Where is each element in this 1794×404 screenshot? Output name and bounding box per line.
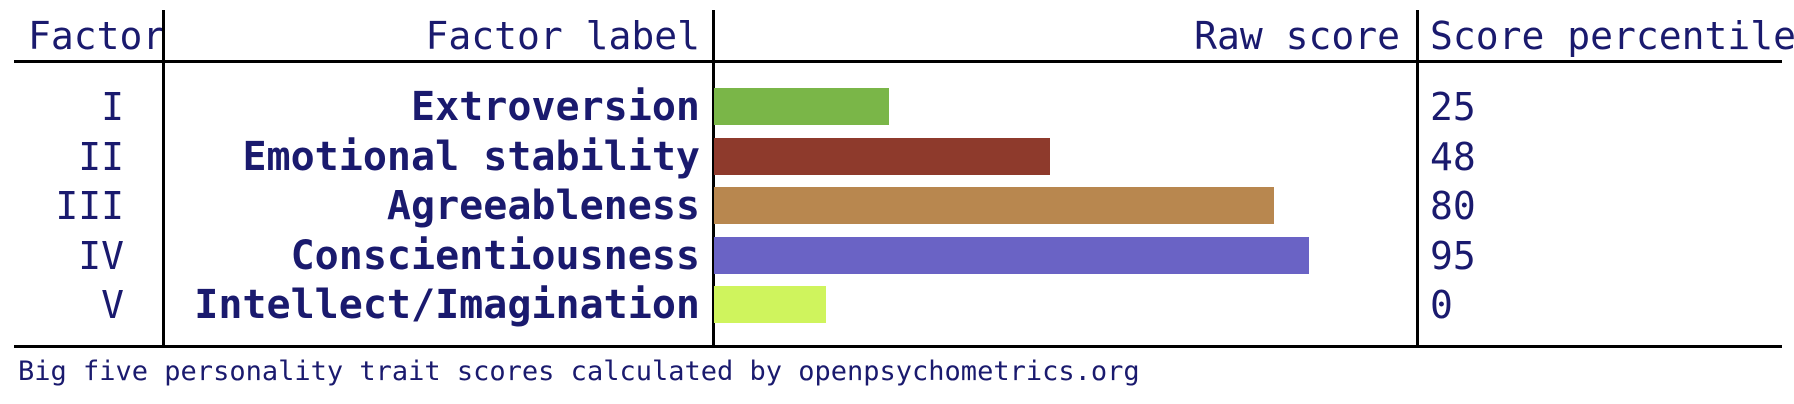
factor-numeral-3: III	[55, 184, 124, 228]
score-percentile-1: 25	[1430, 85, 1476, 129]
raw-score-bar-1	[714, 88, 889, 125]
factor-numeral-4: IV	[78, 233, 124, 278]
score-percentile-3: 80	[1430, 184, 1476, 228]
header-score-percentile: Score percentile	[1430, 14, 1794, 58]
raw-score-bar-2	[714, 137, 1050, 175]
factor-numeral-1: I	[101, 85, 124, 129]
factor-label-4: Conscientiousness	[290, 232, 700, 279]
header-factor: Factor	[28, 14, 166, 58]
header-raw-score: Raw score	[1194, 14, 1400, 58]
score-percentile-2: 48	[1430, 134, 1476, 179]
score-percentile-5: 0	[1430, 283, 1453, 327]
raw-score-bar-5	[714, 286, 826, 323]
factor-label-2: Emotional stability	[242, 133, 700, 180]
source-footer: Big five personality trait scores calcul…	[18, 356, 1140, 387]
factor-label-1: Extroversion	[411, 84, 700, 130]
factor-label-5: Intellect/Imagination	[194, 282, 700, 328]
score-percentile-4: 95	[1430, 233, 1476, 278]
factor-numeral-2: II	[78, 134, 124, 179]
header-divider	[14, 60, 1782, 63]
factor-label-3: Agreeableness	[386, 183, 700, 229]
column-divider-3	[1416, 10, 1419, 348]
column-divider-2	[712, 10, 715, 348]
raw-score-bar-3	[714, 187, 1274, 224]
footer-divider	[14, 345, 1782, 348]
factor-numeral-5: V	[101, 283, 124, 327]
raw-score-bar-4	[714, 236, 1309, 274]
header-factor-label: Factor label	[425, 14, 700, 58]
column-divider-1	[162, 10, 165, 348]
